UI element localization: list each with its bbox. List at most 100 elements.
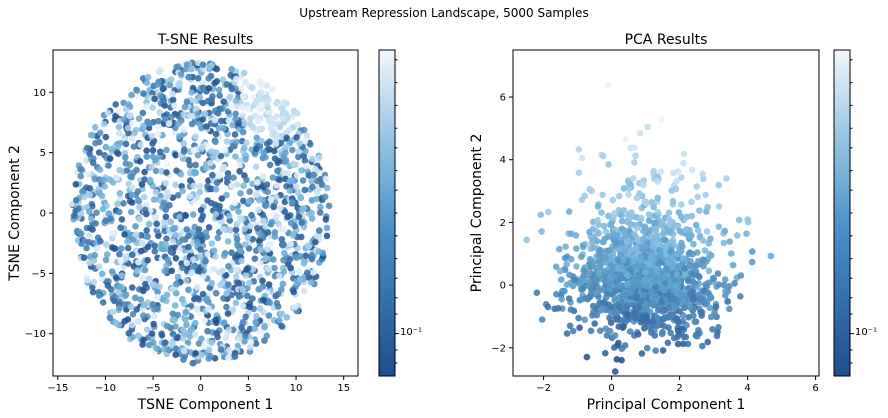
scatter-point — [143, 210, 150, 218]
scatter-point — [79, 188, 86, 195]
scatter-point — [162, 179, 170, 187]
scatter-point — [159, 85, 167, 93]
scatter-point — [134, 196, 142, 204]
scatter-point — [122, 154, 129, 161]
scatter-point — [204, 197, 211, 204]
scatter-point — [106, 155, 114, 162]
scatter-point — [154, 288, 161, 296]
scatter-point — [605, 81, 612, 89]
scatter-point — [95, 292, 103, 299]
scatter-point — [132, 126, 140, 134]
scatter-point — [664, 229, 671, 236]
scatter-point — [280, 226, 288, 233]
scatter-point — [203, 123, 210, 130]
scatter-point — [611, 344, 618, 351]
scatter-point — [100, 120, 108, 128]
scatter-point — [139, 341, 146, 348]
scatter-point — [647, 255, 654, 263]
scatter-point — [238, 324, 245, 331]
scatter-point — [636, 190, 643, 197]
scatter-point — [158, 332, 166, 339]
scatter-point — [194, 283, 201, 291]
y-tick-label: 6 — [500, 93, 506, 104]
scatter-point — [576, 324, 583, 332]
scatter-point — [253, 224, 261, 232]
scatter-point — [599, 191, 606, 199]
scatter-point — [116, 283, 123, 291]
scatter-point — [238, 103, 246, 111]
scatter-point — [623, 270, 630, 278]
scatter-point — [645, 211, 653, 218]
scatter-point — [143, 79, 151, 87]
scatter-point — [171, 302, 179, 309]
x-tick-label: −15 — [47, 383, 68, 394]
scatter-point — [191, 170, 198, 177]
scatter-point — [180, 356, 187, 363]
scatter-point — [213, 149, 220, 156]
scatter-point — [600, 238, 607, 246]
x-tick-label: 6 — [812, 383, 818, 394]
scatter-point — [293, 134, 300, 141]
scatter-point — [188, 269, 195, 277]
scatter-point — [575, 169, 583, 176]
pca-title: PCA Results — [625, 32, 708, 48]
scatter-point — [623, 238, 631, 246]
scatter-point — [686, 262, 693, 269]
scatter-point — [596, 299, 603, 306]
scatter-point — [726, 238, 733, 245]
scatter-point — [96, 129, 104, 137]
scatter-point — [149, 339, 157, 346]
scatter-point — [183, 61, 191, 69]
scatter-point — [154, 81, 161, 88]
scatter-point — [656, 258, 664, 266]
scatter-point — [133, 87, 141, 94]
scatter-point — [206, 185, 213, 193]
scatter-point — [605, 161, 612, 168]
scatter-point — [144, 243, 152, 251]
scatter-point — [89, 203, 96, 210]
scatter-point — [246, 279, 253, 287]
scatter-point — [102, 143, 110, 151]
scatter-point — [229, 142, 237, 150]
scatter-point — [241, 338, 248, 345]
scatter-point — [670, 334, 678, 342]
scatter-point — [678, 201, 685, 208]
scatter-point — [323, 224, 331, 232]
scatter-point — [144, 326, 151, 333]
scatter-point — [606, 278, 613, 286]
scatter-point — [711, 311, 718, 319]
scatter-point — [168, 76, 175, 83]
scatter-point — [563, 281, 571, 289]
scatter-point — [678, 174, 685, 181]
scatter-point — [141, 168, 148, 176]
scatter-point — [148, 163, 155, 171]
scatter-point — [247, 344, 254, 351]
scatter-point — [315, 248, 322, 255]
scatter-point — [578, 154, 586, 162]
scatter-point — [174, 81, 182, 88]
scatter-point — [209, 153, 217, 161]
scatter-point — [220, 295, 227, 302]
scatter-point — [113, 149, 121, 156]
scatter-point — [703, 228, 711, 235]
scatter-point — [638, 350, 646, 357]
scatter-point — [722, 287, 729, 295]
scatter-point — [116, 208, 123, 216]
y-tick-label: 0 — [40, 209, 46, 220]
scatter-point — [167, 248, 175, 255]
scatter-point — [641, 226, 649, 233]
scatter-point — [92, 220, 99, 227]
scatter-point — [294, 121, 302, 128]
scatter-point — [737, 293, 744, 300]
scatter-point — [715, 324, 722, 331]
scatter-point — [237, 190, 244, 197]
scatter-point — [264, 108, 272, 116]
scatter-point — [109, 179, 117, 186]
scatter-point — [182, 212, 189, 219]
scatter-point — [221, 252, 228, 259]
scatter-point — [646, 323, 654, 330]
tsne-panel: T-SNE Results −15 −10 −5 0 5 10 15 −10 −5 0 5 10 TS… — [7, 32, 422, 413]
scatter-point — [180, 111, 187, 118]
scatter-point — [234, 242, 241, 249]
scatter-point — [215, 86, 223, 94]
